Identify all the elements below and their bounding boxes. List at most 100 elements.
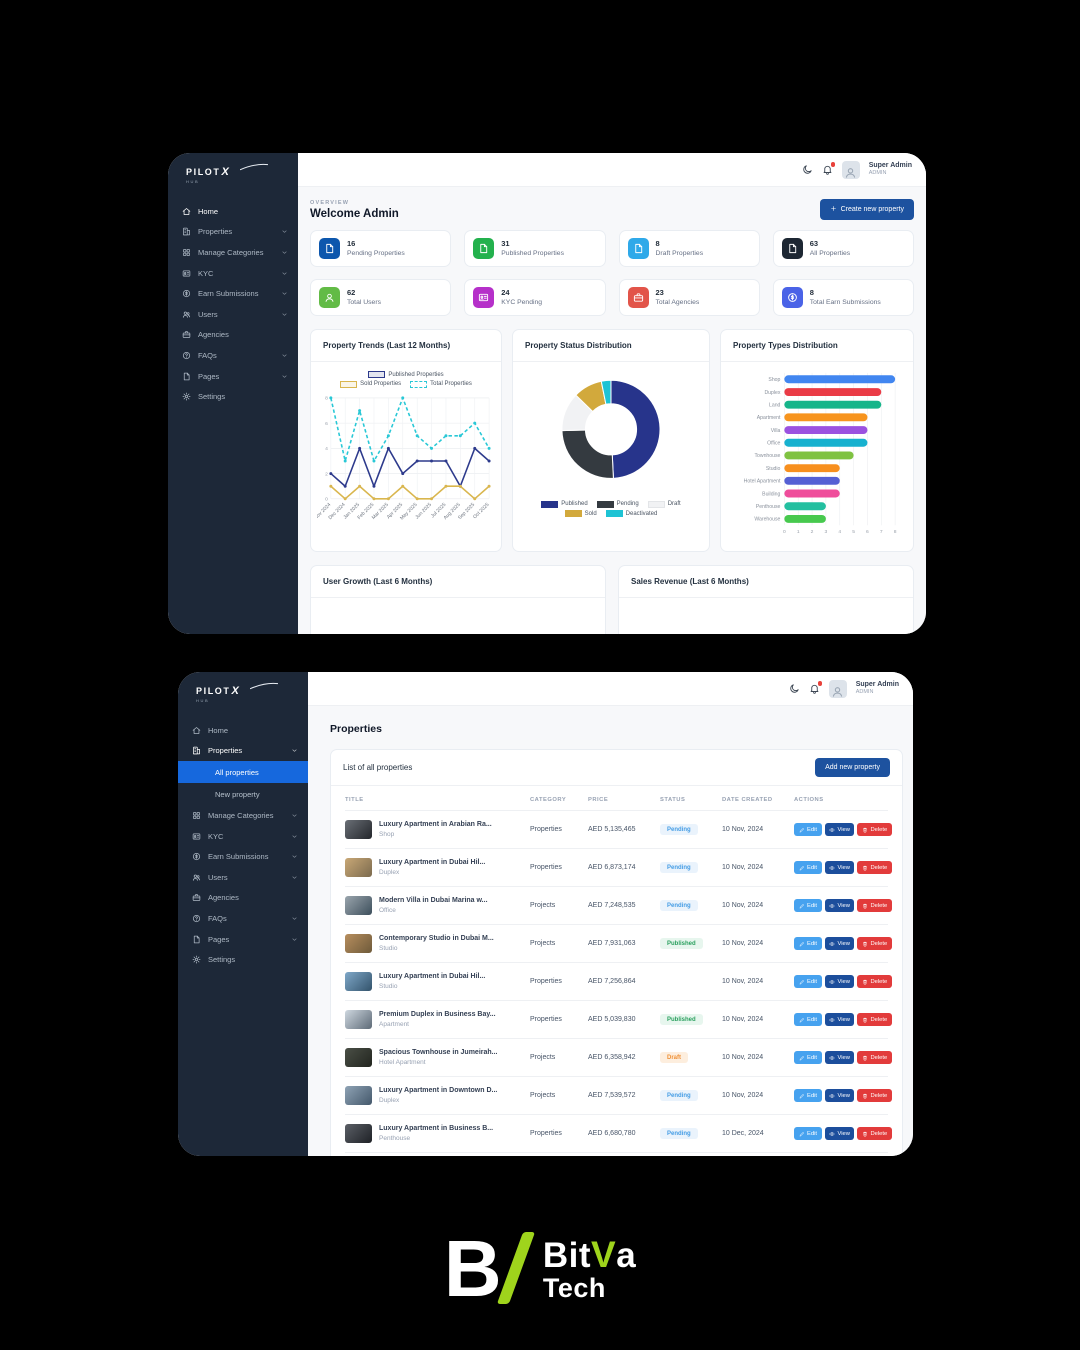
chevron-icon [282, 292, 287, 295]
notification-dot [817, 681, 823, 686]
sidebar-item-earn-submissions[interactable]: Earn Submissions [168, 283, 298, 304]
sidebar-item-kyc[interactable]: KYC [178, 826, 308, 847]
eye-icon [829, 865, 835, 870]
cell-price: AED 6,873,174 [588, 864, 636, 871]
sidebar: PILOT X HUB Home Properties Manage Categor… [168, 153, 298, 634]
delete-button[interactable]: Delete [857, 861, 892, 874]
delete-button[interactable]: Delete [857, 1089, 892, 1102]
sidebar-item-settings[interactable]: Settings [178, 949, 308, 970]
avatar[interactable] [828, 679, 847, 698]
view-button[interactable]: View [824, 937, 855, 950]
delete-button[interactable]: Delete [857, 823, 892, 836]
sidebar-item-agencies[interactable]: Agencies [168, 325, 298, 346]
sidebar-item-earn-submissions[interactable]: Earn Submissions [178, 846, 308, 867]
edit-button[interactable]: Edit [794, 823, 822, 836]
add-new-property-button[interactable]: Add new property [815, 758, 890, 777]
edit-button[interactable]: Edit [794, 899, 822, 912]
notifications-button[interactable] [822, 162, 836, 175]
view-button[interactable]: View [824, 1051, 855, 1064]
user-growth-card: User Growth (Last 6 Months) [310, 565, 606, 634]
delete-button[interactable]: Delete [857, 1051, 892, 1064]
sidebar-item-kyc[interactable]: KYC [168, 263, 298, 284]
cell-status: Pending [660, 900, 722, 911]
sidebar-item-manage-categories[interactable]: Manage Categories [178, 805, 308, 826]
topbar: Super Admin ADMIN [298, 153, 926, 187]
view-button[interactable]: View [824, 823, 855, 836]
cell-date: 10 Dec, 2024 [722, 1130, 764, 1137]
stat-label: Total Agencies [655, 298, 700, 306]
sidebar-item-pages[interactable]: Pages [168, 366, 298, 387]
sidebar-item-label: Users [198, 309, 218, 319]
trash-icon [862, 827, 867, 832]
legend-item: Sold Properties [340, 380, 401, 388]
stat-icon [781, 287, 803, 308]
line-chart-legend: Published Properties Sold Properties Total… [317, 371, 495, 388]
stat-label: Total Users [347, 298, 381, 306]
trash-icon [862, 979, 867, 984]
sidebar-item-properties[interactable]: Properties [178, 741, 308, 762]
sidebar-item-agencies[interactable]: Agencies [178, 888, 308, 909]
create-new-property-button[interactable]: Create new property [819, 199, 914, 220]
edit-button[interactable]: Edit [794, 1089, 822, 1102]
column-header-price: PRICE [588, 797, 609, 803]
donut-chart-legend: Published Pending Draft Sold Deactivated [519, 500, 703, 518]
property-thumbnail [345, 934, 372, 953]
cell-status: Pending [660, 1090, 722, 1101]
view-button[interactable]: View [824, 1127, 855, 1140]
sidebar-item-manage-categories[interactable]: Manage Categories [168, 242, 298, 263]
sidebar-item-faqs[interactable]: FAQs [168, 345, 298, 366]
status-badge: Pending [660, 1090, 698, 1101]
page-icon [183, 372, 190, 380]
user-menu[interactable]: Super Admin ADMIN [869, 162, 912, 178]
legend-item: Published Properties [368, 371, 444, 378]
avatar[interactable] [841, 160, 860, 179]
delete-button[interactable]: Delete [857, 937, 892, 950]
sidebar-subitem-all-properties[interactable]: All properties [178, 761, 308, 784]
delete-button[interactable]: Delete [857, 1127, 892, 1140]
person-icon [846, 167, 856, 178]
property-title: Spacious Townhouse in Jumeirah... [379, 1049, 498, 1057]
svg-text:2: 2 [811, 529, 814, 535]
sidebar-item-users[interactable]: Users [168, 304, 298, 325]
stat-label: Total Earn Submissions [809, 298, 881, 306]
sidebar-item-pages[interactable]: Pages [178, 929, 308, 950]
edit-button[interactable]: Edit [794, 861, 822, 874]
view-button[interactable]: View [824, 861, 855, 874]
sidebar-nav: Home Properties All properties New property… [178, 720, 308, 970]
delete-button[interactable]: Delete [857, 975, 892, 988]
view-button[interactable]: View [824, 899, 855, 912]
sidebar-item-home[interactable]: Home [168, 201, 298, 222]
sidebar-item-faqs[interactable]: FAQs [178, 908, 308, 929]
sidebar-item-users[interactable]: Users [178, 867, 308, 888]
edit-button[interactable]: Edit [794, 1051, 822, 1064]
dark-mode-toggle[interactable] [789, 683, 800, 694]
edit-button[interactable]: Edit [794, 1013, 822, 1026]
view-button[interactable]: View [824, 1013, 855, 1026]
sidebar-item-label: KYC [198, 268, 214, 278]
stat-value: 31 [501, 238, 510, 248]
edit-button[interactable]: Edit [794, 975, 822, 988]
edit-button[interactable]: Edit [794, 1127, 822, 1140]
sidebar-subitem-new-property[interactable]: New property [215, 789, 260, 799]
property-types-card: Property Types Distribution 0 1 2 3 4 5 6 7 8 Sho… [719, 329, 914, 553]
view-button[interactable]: View [824, 1089, 855, 1102]
overview-label: OVERVIEW [310, 199, 350, 206]
delete-button[interactable]: Delete [857, 899, 892, 912]
delete-button[interactable]: Delete [857, 1013, 892, 1026]
pencil-icon [799, 1093, 804, 1098]
edit-button[interactable]: Edit [794, 937, 822, 950]
sidebar-item-label: Manage Categories [208, 810, 274, 820]
cell-actions: Edit View Delete [794, 823, 892, 836]
chevron-icon [282, 313, 287, 316]
sidebar-item-properties[interactable]: Properties [168, 222, 298, 243]
user-menu[interactable]: Super Admin ADMIN [856, 681, 899, 697]
notifications-button[interactable] [809, 681, 823, 694]
dark-mode-toggle[interactable] [802, 164, 813, 175]
view-button[interactable]: View [824, 975, 855, 988]
brand-line-2: Tech [542, 1273, 606, 1303]
property-status-card: Property Status Distribution Published Pe… [512, 329, 710, 553]
eye-icon [829, 941, 835, 946]
sidebar-item-home[interactable]: Home [178, 720, 308, 741]
sidebar-item-settings[interactable]: Settings [168, 386, 298, 407]
sidebar-item-label: Settings [198, 392, 226, 402]
